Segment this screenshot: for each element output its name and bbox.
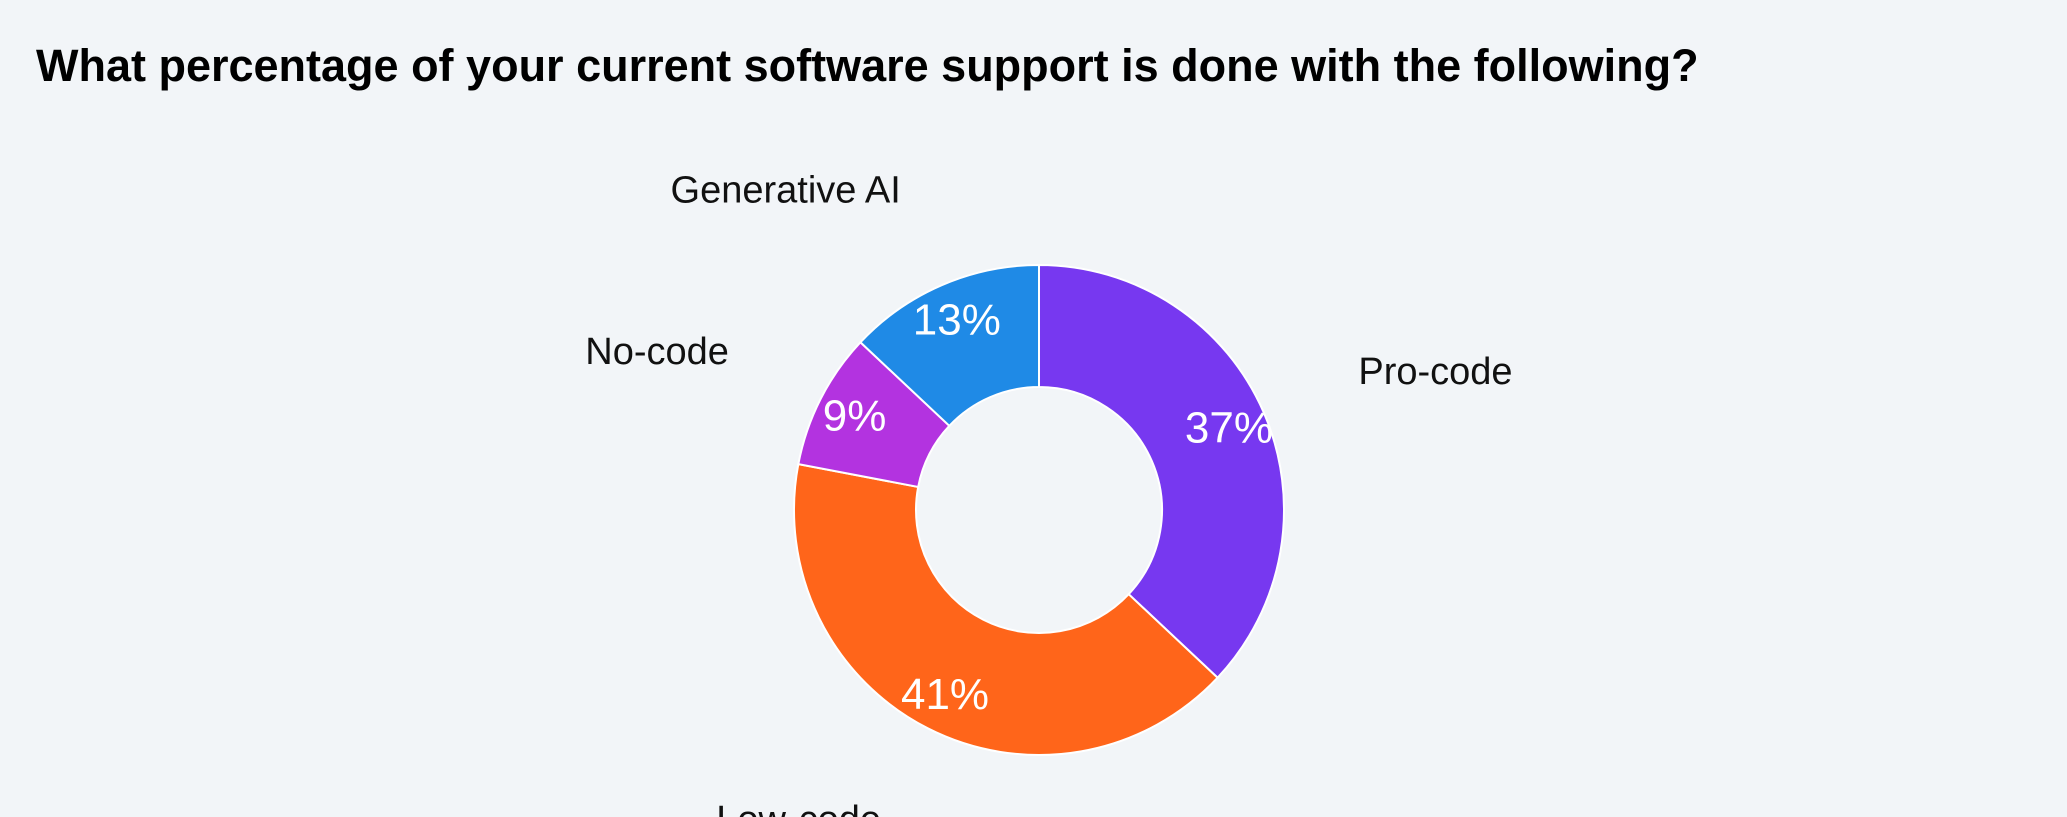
value-label-pro-code: 37% xyxy=(1185,403,1273,452)
chart-title: What percentage of your current software… xyxy=(36,40,1699,91)
category-label-no-code: No-code xyxy=(585,331,729,373)
slice-generative-ai xyxy=(858,263,1040,428)
category-label-low-code: Low-code xyxy=(716,799,881,817)
category-labels: Pro-code Low-code No-code Generative AI xyxy=(585,170,1512,817)
percentage-labels: 37% 41% 9% 13% xyxy=(823,296,1273,719)
value-label-no-code: 9% xyxy=(823,392,887,441)
donut-slices xyxy=(793,263,1285,756)
category-label-generative-ai: Generative AI xyxy=(671,170,901,212)
slice-pro-code xyxy=(1038,263,1285,680)
category-label-pro-code: Pro-code xyxy=(1358,351,1512,393)
slice-low-code xyxy=(793,462,1220,756)
value-label-low-code: 41% xyxy=(901,670,989,719)
value-label-generative-ai: 13% xyxy=(913,296,1001,345)
